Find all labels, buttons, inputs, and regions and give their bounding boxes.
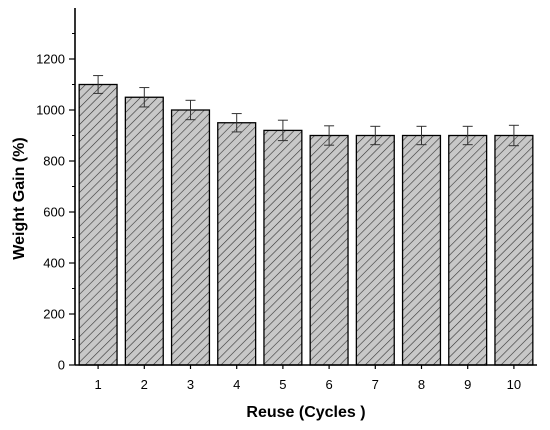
error-bar-cycle-3 <box>185 99 196 121</box>
x-axis-title: Reuse (Cycles ) <box>246 404 365 421</box>
bar-cycle-7 <box>355 134 395 366</box>
error-bar-cycle-1 <box>93 75 104 94</box>
x-tick-label: 3 <box>187 377 194 392</box>
error-bar-cycle-10 <box>508 124 519 147</box>
bar-cycle-9 <box>448 134 488 366</box>
bar-cycle-4 <box>217 122 257 366</box>
y-tick-label: 200 <box>43 307 65 322</box>
error-bar-cycle-9 <box>462 125 473 146</box>
axes-layer <box>69 8 537 369</box>
error-bar-cycle-5 <box>277 119 288 142</box>
x-tick-label: 4 <box>233 377 240 392</box>
error-bar-cycle-4 <box>231 113 242 133</box>
bar-cycle-3 <box>170 109 211 366</box>
x-tick-label: 5 <box>279 377 286 392</box>
error-bars-layer <box>93 75 519 147</box>
error-bar-cycle-7 <box>370 125 381 146</box>
y-tick-label: 800 <box>43 154 65 169</box>
error-bar-cycle-8 <box>416 125 427 146</box>
x-tick-label: 2 <box>141 377 148 392</box>
y-tick-label: 600 <box>43 205 65 220</box>
y-tick-label: 0 <box>58 358 65 373</box>
bar-cycle-10 <box>494 134 534 366</box>
bar-cycle-1 <box>78 83 118 366</box>
x-tick-label: 7 <box>372 377 379 392</box>
bar-cycle-8 <box>401 134 442 366</box>
x-tick-label: 10 <box>507 377 521 392</box>
x-tick-label: 6 <box>325 377 332 392</box>
bar-cycle-5 <box>263 129 303 366</box>
x-tick-label: 9 <box>464 377 471 392</box>
y-tick-label: 400 <box>43 256 65 271</box>
error-bar-cycle-2 <box>139 87 150 108</box>
y-axis-title: Weight Gain (%) <box>11 137 28 259</box>
y-tick-label: 1000 <box>36 103 65 118</box>
error-bar-cycle-6 <box>324 125 335 146</box>
x-tick-label: 1 <box>94 377 101 392</box>
bar-cycle-2 <box>124 96 164 366</box>
x-tick-label: 8 <box>418 377 425 392</box>
labels-layer: 1 2 3 4 5 6 7 8 9 10 0 200 400 600 800 1000 1200 <box>36 52 521 393</box>
bar-cycle-6 <box>309 134 349 366</box>
y-tick-label: 1200 <box>36 52 65 67</box>
